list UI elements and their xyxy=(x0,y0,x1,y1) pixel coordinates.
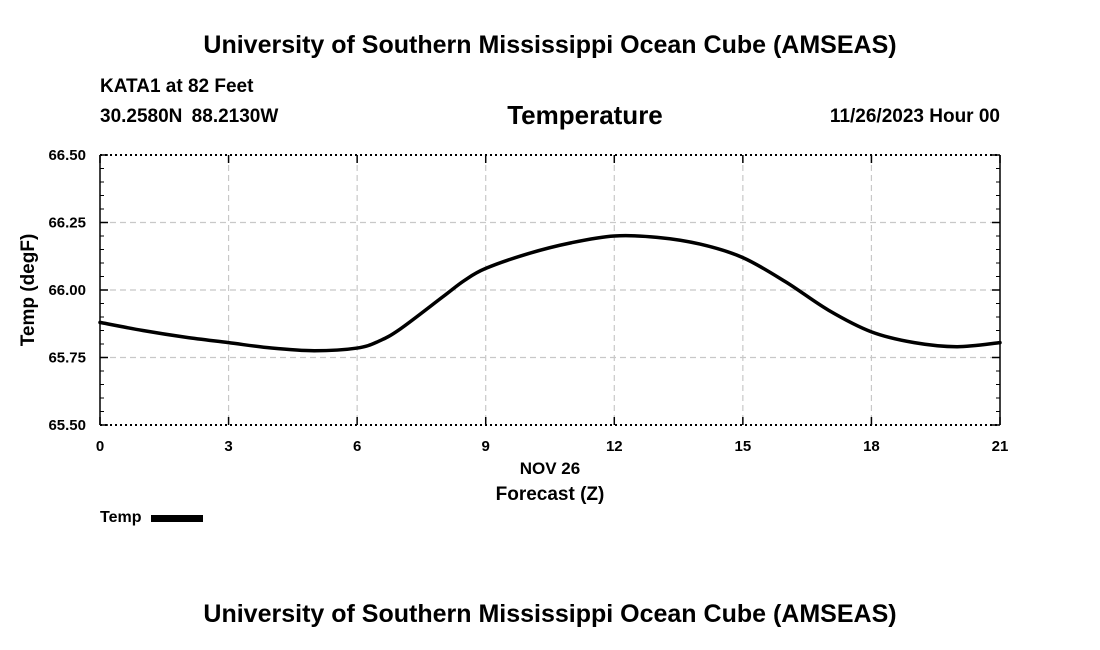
y-tick-label: 66.25 xyxy=(48,215,86,232)
x-tick-label: 12 xyxy=(606,438,623,455)
temp-series-line xyxy=(98,233,1002,353)
x-tick-label: 0 xyxy=(96,438,104,455)
forecast-date: 11/26/2023 Hour 00 xyxy=(829,106,1000,127)
y-tick-label: 66.00 xyxy=(48,282,86,299)
x-axis-date-label: NOV 26 xyxy=(520,459,580,478)
y-tick-label: 66.50 xyxy=(48,147,86,164)
legend-label: Temp xyxy=(100,509,142,526)
x-tick-label: 9 xyxy=(482,438,490,455)
x-tick-label: 3 xyxy=(224,438,232,455)
x-tick-label: 18 xyxy=(863,438,880,455)
y-tick-label: 65.50 xyxy=(48,417,86,434)
x-tick-label: 6 xyxy=(353,438,361,455)
legend: Temp xyxy=(100,509,204,527)
coordinates-label: 30.2580N 88.2130W xyxy=(100,106,279,127)
chart-title-bottom: University of Southern Mississippi Ocean… xyxy=(203,600,897,628)
y-axis-label: Temp (degF) xyxy=(18,234,39,347)
station-label: KATA1 at 82 Feet xyxy=(100,76,254,97)
plot-title: Temperature xyxy=(507,100,663,130)
legend-line-swatch xyxy=(151,514,204,522)
chart-title-top: University of Southern Mississippi Ocean… xyxy=(203,31,897,59)
y-tick-label: 65.75 xyxy=(48,350,86,367)
x-axis-label: Forecast (Z) xyxy=(496,484,605,505)
x-tick-label: 21 xyxy=(992,438,1009,455)
x-tick-label: 15 xyxy=(735,438,752,455)
